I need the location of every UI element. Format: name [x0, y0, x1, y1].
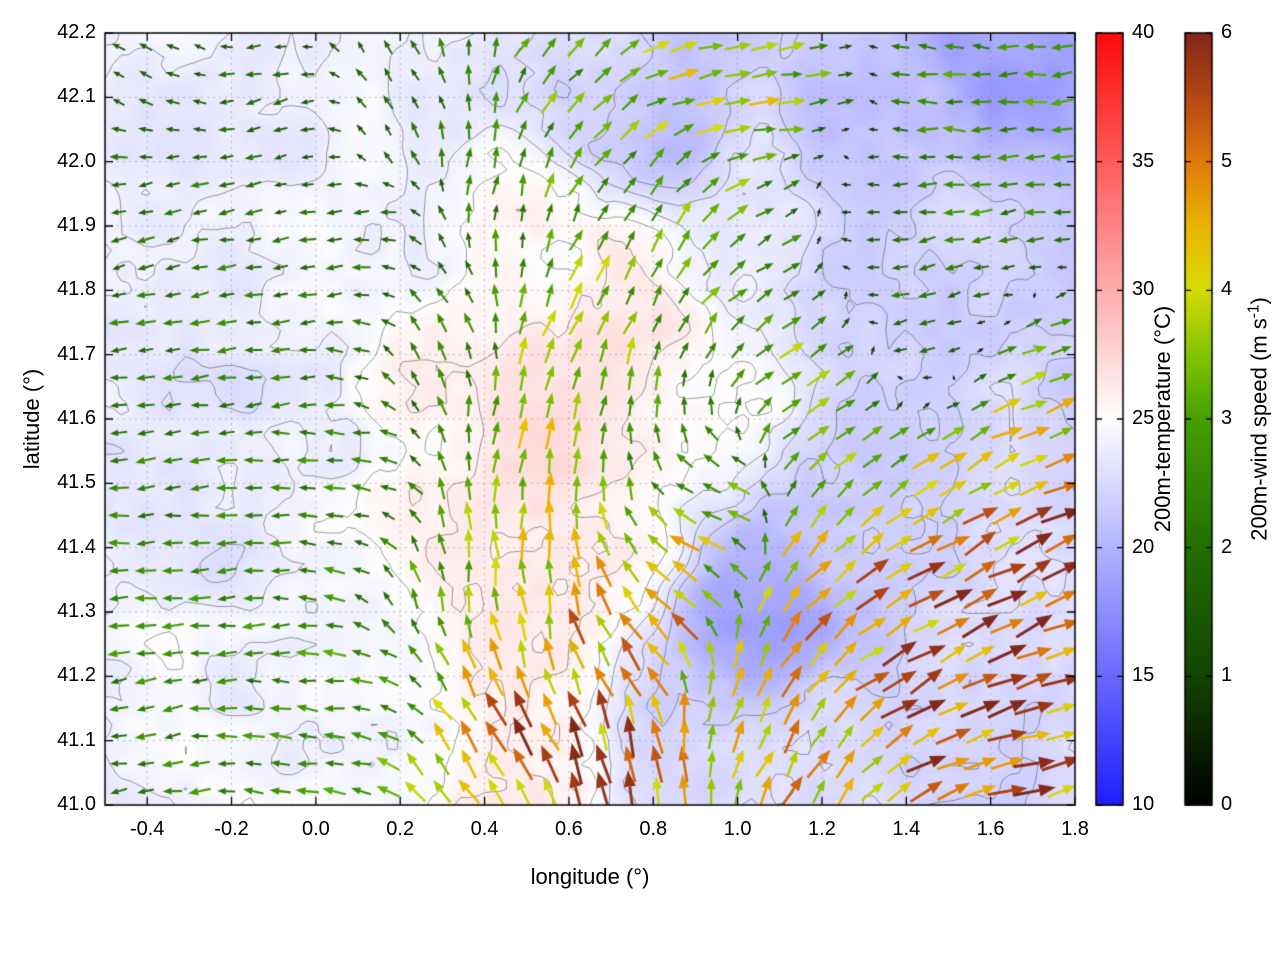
y-tick-label: 41.2	[57, 664, 96, 687]
wind-colorbar-tick-label: 1	[1221, 664, 1233, 687]
temperature-colorbar-tick-label: 35	[1132, 149, 1155, 172]
temperature-colorbar-tick-label: 15	[1132, 664, 1155, 687]
wind-colorbar-tick-label: 0	[1221, 793, 1233, 815]
temperature-colorbar-tick-label: 30	[1132, 278, 1155, 301]
x-tick-label: 1.4	[892, 818, 921, 840]
x-tick-label: 1.8	[1061, 818, 1089, 840]
wind-colorbar-label: 200m-wind speed (m s-1)	[1245, 297, 1272, 541]
wind-colorbar-tick-label: 3	[1221, 407, 1233, 429]
y-tick-label: 41.9	[57, 214, 96, 236]
x-axis-label: longitude (°)	[530, 864, 650, 889]
y-tick-label: 41.6	[57, 407, 96, 429]
wind-colorbar-label-suffix: )	[1246, 297, 1272, 305]
temperature-colorbar-tick-label: 10	[1132, 793, 1155, 815]
y-tick-label: 41.5	[57, 471, 96, 494]
x-tick-label: -0.4	[129, 818, 165, 840]
temperature-colorbar-tick-label: 20	[1132, 535, 1155, 558]
x-tick-label: 1.0	[723, 818, 752, 840]
y-tick-label: 41.8	[57, 278, 96, 301]
x-tick-label: 0.8	[639, 818, 668, 840]
x-tick-label: 0.0	[301, 818, 330, 840]
wind-colorbar-label-sup: -1	[1245, 304, 1263, 319]
y-tick-label: 41.1	[57, 728, 96, 751]
y-tick-label: 42.2	[57, 21, 96, 43]
y-tick-label: 41.3	[57, 600, 96, 622]
wind-colorbar-tick-label: 2	[1221, 535, 1233, 558]
x-tick-label: 0.6	[555, 818, 583, 840]
x-tick-label: 0.4	[470, 818, 499, 840]
wind-colorbar-tick-label: 5	[1221, 149, 1233, 172]
wind-colorbar-tick-label: 6	[1221, 21, 1233, 43]
x-tick-label: 1.6	[976, 818, 1005, 840]
wind-colorbar-label-text: 200m-wind speed (m s	[1246, 318, 1272, 541]
y-tick-label: 41.0	[57, 793, 96, 815]
wind-colorbar-tick-label: 4	[1221, 278, 1233, 301]
y-tick-label: 41.7	[57, 342, 96, 365]
y-tick-label: 41.4	[57, 535, 96, 558]
y-tick-label: 42.1	[57, 85, 96, 108]
x-tick-label: -0.2	[214, 818, 249, 840]
x-tick-label: 0.2	[386, 818, 415, 840]
y-tick-label: 42.0	[57, 149, 96, 172]
temperature-colorbar-tick-label: 40	[1132, 21, 1155, 43]
x-tick-label: 1.2	[808, 818, 836, 840]
temperature-colorbar-tick-label: 25	[1132, 407, 1155, 429]
